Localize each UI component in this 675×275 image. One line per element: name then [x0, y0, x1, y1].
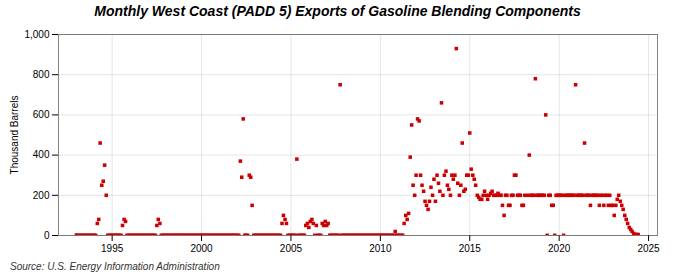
svg-text:1,000: 1,000	[24, 29, 49, 40]
html-text:Source: U.S. Energy Informatio: Source: U.S. Energy Information Administ…	[10, 261, 220, 272]
svg-text:200: 200	[33, 190, 50, 201]
svg-text:2000: 2000	[190, 243, 213, 254]
svg-text:2025: 2025	[637, 243, 660, 254]
svg-text:Thousand Barrels: Thousand Barrels	[9, 96, 20, 175]
svg-text:600: 600	[33, 109, 50, 120]
svg-text:2015: 2015	[459, 243, 482, 254]
svg-text:2005: 2005	[280, 243, 303, 254]
svg-text:0: 0	[44, 230, 50, 241]
svg-text:1995: 1995	[101, 243, 124, 254]
svg-text:800: 800	[33, 69, 50, 80]
svg-text:2010: 2010	[369, 243, 392, 254]
html-text:Monthly West Coast (PADD 5) Ex: Monthly West Coast (PADD 5) Exports of G…	[94, 3, 581, 19]
svg-text:400: 400	[33, 149, 50, 160]
svg-text:2020: 2020	[548, 243, 571, 254]
